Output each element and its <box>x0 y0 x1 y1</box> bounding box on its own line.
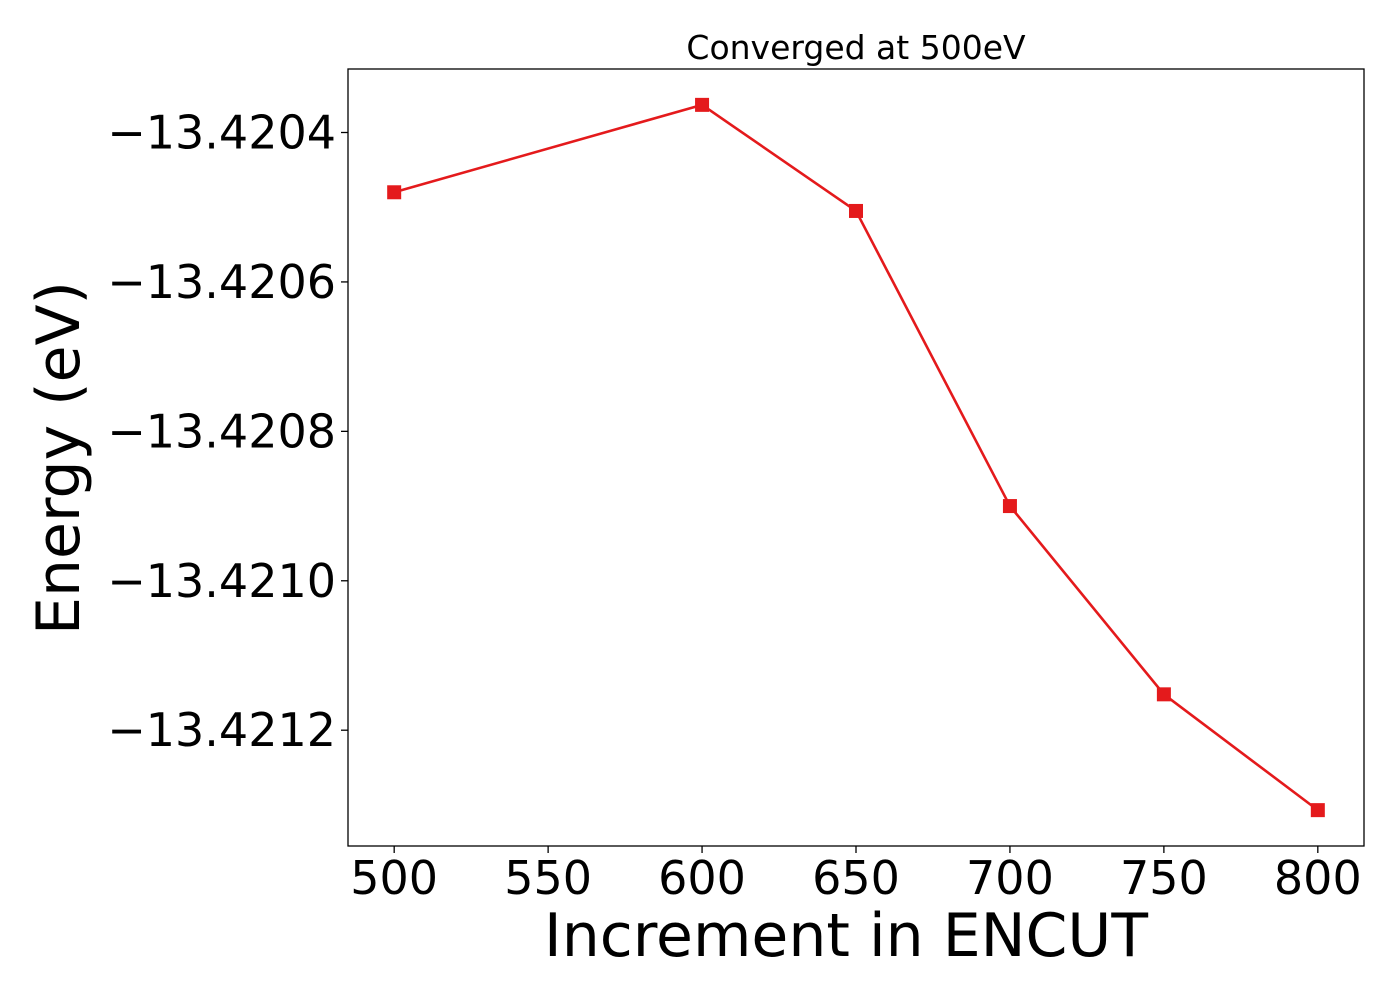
data-point-marker <box>387 185 402 200</box>
x-tick-label: 750 <box>1120 851 1208 905</box>
y-tick-label: −13.4206 <box>107 255 336 309</box>
x-axis-label: Increment in ENCUT <box>544 901 1148 971</box>
y-tick-label: −13.4212 <box>107 703 336 757</box>
data-point-marker <box>1002 499 1017 514</box>
y-axis-ticks: −13.4204 −13.4206 −13.4208 −13.4210 −13.4212 <box>107 106 348 757</box>
data-point-marker <box>695 97 710 112</box>
x-tick-label: 800 <box>1274 851 1362 905</box>
x-tick-label: 700 <box>966 851 1054 905</box>
y-tick-label: −13.4210 <box>107 554 336 608</box>
chart-title: Converged at 500eV <box>686 28 1026 67</box>
x-tick-label: 600 <box>658 851 746 905</box>
x-axis-ticks: 500 550 600 650 700 750 800 <box>350 846 1362 905</box>
series-layer <box>387 97 1325 818</box>
data-point-marker <box>1310 803 1325 818</box>
y-tick-label: −13.4208 <box>107 404 336 458</box>
y-axis-label: Energy (eV) <box>24 281 94 635</box>
y-tick-label: −13.4204 <box>107 106 336 160</box>
x-tick-label: 650 <box>812 851 900 905</box>
x-tick-label: 500 <box>350 851 438 905</box>
x-tick-label: 550 <box>504 851 592 905</box>
data-point-marker <box>1156 687 1171 702</box>
plot-area-frame <box>347 68 1365 847</box>
series-line <box>393 103 1319 812</box>
data-point-marker <box>849 203 863 218</box>
